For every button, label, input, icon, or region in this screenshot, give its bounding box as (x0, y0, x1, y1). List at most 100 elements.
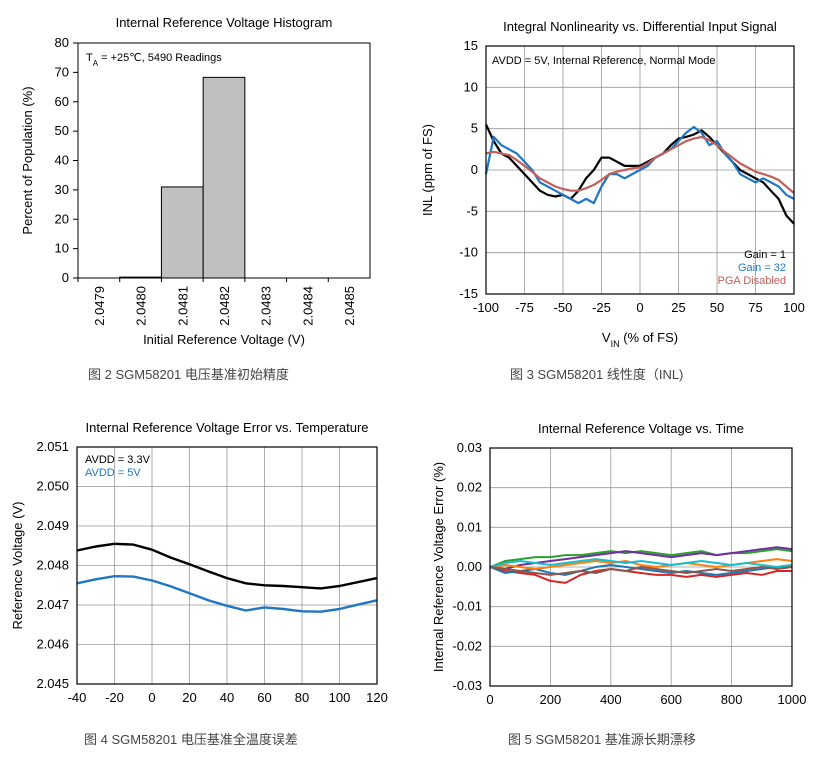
chart1-bar (160, 186, 204, 279)
chart3-ytick-label: 2.050 (36, 479, 69, 494)
chart2-xlabel: VIN (% of FS) (602, 330, 678, 349)
chart2-xtick-label: 50 (710, 300, 724, 315)
chart2-legend-entry: PGA Disabled (718, 275, 786, 287)
chart1-ytick-label: 30 (55, 182, 69, 197)
chart2-xtick-label: 25 (671, 300, 685, 315)
chart1-xtick-label: 2.0481 (175, 286, 190, 326)
chart4-ytick-label: 0.02 (457, 480, 482, 495)
chart1-ytick-label: 70 (55, 64, 69, 79)
chart1-ytick-label: 40 (55, 153, 69, 168)
chart4-caption: 图 5 SGM58201 基准源长期漂移 (508, 732, 696, 747)
chart1-xtick-label: 2.0479 (92, 286, 107, 326)
chart4-xtick-label: 200 (540, 692, 562, 707)
chart3-ytick-label: 2.048 (36, 558, 69, 573)
chart1-xtick-label: 2.0482 (217, 286, 232, 326)
chart4-xtick-label: 0 (486, 692, 493, 707)
chart3-xtick-label: 80 (295, 690, 309, 705)
chart4-ytick-label: -0.03 (452, 678, 482, 693)
chart2-xlabel-rest: (% of FS) (620, 330, 679, 345)
chart2-ytick-label: 15 (464, 38, 478, 53)
chart1-title: Internal Reference Voltage Histogram (116, 15, 333, 30)
chart3-xtick-label: 60 (257, 690, 271, 705)
chart3-plot-frame (76, 446, 378, 685)
chart3-series-line (76, 575, 378, 613)
chart2-xtick-label: 100 (783, 300, 805, 315)
chart2-caption: 图 3 SGM58201 线性度（INL) (510, 367, 683, 382)
chart4-series-line (489, 546, 793, 570)
chart4-ylabel: Internal Reference Voltage Error (%) (431, 462, 446, 672)
chart3-legend-entry: AVDD = 3.3V (85, 454, 151, 466)
chart2-series-line (485, 135, 795, 194)
chart1-xtick-label: 2.0484 (300, 286, 315, 326)
chart1-annotation-sub: A (93, 59, 99, 68)
chart2-xtick-label: 0 (636, 300, 643, 315)
chart2-ytick-label: -5 (466, 203, 478, 218)
chart1-annotation: TA = +25℃, 5490 Readings (86, 52, 222, 68)
chart3-caption: 图 4 SGM58201 电压基准全温度误差 (84, 732, 298, 747)
chart2-xtick-label: -75 (515, 300, 534, 315)
chart3-ylabel: Reference Voltage (V) (10, 502, 25, 630)
chart3-xtick-label: 0 (148, 690, 155, 705)
chart3-ytick-label: 2.051 (36, 439, 69, 454)
chart4-plot-frame (489, 447, 793, 687)
chart4-xtick-label: 800 (721, 692, 743, 707)
chart4-ytick-label: 0.01 (457, 519, 482, 534)
chart2-plot-frame (485, 45, 795, 295)
chart1-ytick-label: 60 (55, 94, 69, 109)
chart4-ytick-label: -0.01 (452, 599, 482, 614)
chart1-xtick-label: 2.0480 (134, 286, 149, 326)
chart1-ytick-label: 0 (62, 270, 69, 285)
chart3-ytick-label: 2.046 (36, 637, 69, 652)
chart1-ytick-label: 50 (55, 123, 69, 138)
chart2-series-line (485, 124, 795, 225)
chart3-xtick-label: -20 (105, 690, 124, 705)
chart4-series-line (489, 566, 792, 584)
chart4-xtick-label: 1000 (778, 692, 807, 707)
chart2-xtick-label: 75 (748, 300, 762, 315)
chart1-ylabel: Percent of Population (%) (20, 86, 35, 234)
chart3-xtick-label: 40 (220, 690, 234, 705)
chart4-series-line (489, 558, 793, 568)
chart2-legend-entry: Gain = 32 (738, 262, 786, 274)
chart1-ytick-label: 80 (55, 35, 69, 50)
chart1-xlabel: Initial Reference Voltage (V) (143, 332, 305, 347)
chart2-xtick-label: -25 (592, 300, 611, 315)
chart1-ytick-label: 10 (55, 241, 69, 256)
chart1-caption: 图 2 SGM58201 电压基准初始精度 (88, 367, 289, 382)
chart3-ytick-label: 2.047 (36, 597, 69, 612)
chart2-ytick-label: 5 (471, 121, 478, 136)
chart4-ytick-label: 0.00 (457, 559, 482, 574)
chart4-xtick-label: 600 (660, 692, 682, 707)
chart2-legend-entry: Gain = 1 (744, 249, 786, 261)
chart3-legend-entry: AVDD = 5V (85, 467, 141, 479)
chart2-ytick-label: 0 (471, 162, 478, 177)
chart2-annotation: AVDD = 5V, Internal Reference, Normal Mo… (492, 55, 715, 67)
chart2-ytick-label: 10 (464, 79, 478, 94)
chart2-ylabel: INL (ppm of FS) (420, 124, 435, 216)
chart3-series-line (76, 542, 378, 590)
chart4-series-line (489, 548, 793, 568)
chart2-xtick-label: -50 (554, 300, 573, 315)
chart4-series-line (489, 564, 793, 576)
chart3-ytick-label: 2.049 (36, 518, 69, 533)
chart1-ytick-label: 20 (55, 211, 69, 226)
chart3-xtick-label: 100 (329, 690, 351, 705)
chart1-bar (202, 76, 246, 279)
chart4-series-line (489, 566, 793, 576)
chart2-ytick-label: -15 (459, 286, 478, 301)
chart4-ytick-label: 0.03 (457, 440, 482, 455)
chart1-xtick-label: 2.0483 (259, 286, 274, 326)
chart3-xtick-label: 20 (182, 690, 196, 705)
chart2-xtick-label: -100 (473, 300, 499, 315)
chart1-plot-frame (77, 42, 371, 279)
chart2-title: Integral Nonlinearity vs. Differential I… (503, 19, 777, 34)
chart1-xtick-label: 2.0485 (342, 286, 357, 326)
chart2-xlabel-sub: IN (611, 339, 620, 349)
chart3-title: Internal Reference Voltage Error vs. Tem… (85, 420, 368, 435)
chart4-xtick-label: 400 (600, 692, 622, 707)
chart4-ytick-label: -0.02 (452, 638, 482, 653)
chart3-ytick-label: 2.045 (36, 676, 69, 691)
chart2-series-line (484, 125, 795, 205)
chart1-annotation-rest: = +25℃, 5490 Readings (98, 52, 222, 64)
